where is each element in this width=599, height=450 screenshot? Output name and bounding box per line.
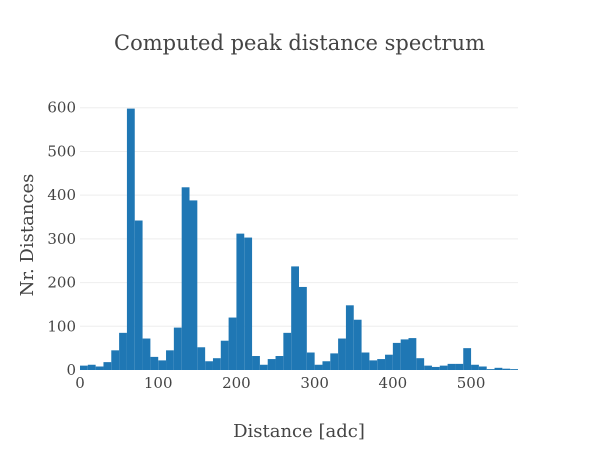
histogram-bar[interactable] (455, 363, 464, 370)
histogram-bar[interactable] (142, 338, 151, 370)
histogram-bar[interactable] (314, 364, 323, 370)
y-tick-labels: 0 100 200 300 400 500 600 (47, 99, 76, 379)
histogram-bar[interactable] (228, 317, 237, 370)
histogram-bar[interactable] (126, 108, 135, 371)
histogram-bar[interactable] (447, 363, 456, 370)
histogram-bar[interactable] (463, 348, 472, 370)
x-tick-label: 400 (379, 374, 408, 392)
histogram-bar[interactable] (416, 358, 425, 370)
histogram-bar[interactable] (424, 365, 432, 370)
x-tick-labels: 0 100 200 300 400 500 (75, 374, 485, 392)
histogram-bar[interactable] (220, 340, 229, 370)
histogram-bar[interactable] (330, 353, 339, 370)
histogram-bar[interactable] (150, 356, 159, 370)
histogram-bars (80, 108, 518, 371)
histogram-bar[interactable] (510, 369, 518, 370)
histogram-bar[interactable] (236, 233, 245, 370)
y-tick-label: 400 (47, 186, 76, 204)
histogram-bar[interactable] (400, 339, 409, 370)
histogram-bar[interactable] (494, 367, 503, 370)
histogram-bar[interactable] (385, 354, 393, 370)
histogram-bar[interactable] (322, 361, 331, 370)
x-tick-label: 200 (222, 374, 251, 392)
y-tick-label: 100 (47, 317, 76, 335)
histogram-bar[interactable] (361, 352, 370, 370)
histogram-bar[interactable] (353, 319, 362, 370)
histogram-bar[interactable] (134, 220, 143, 370)
histogram-bar[interactable] (408, 338, 417, 370)
histogram-bar[interactable] (212, 358, 221, 370)
histogram-bar[interactable] (299, 286, 307, 370)
histogram-bar[interactable] (431, 366, 440, 370)
histogram-bar[interactable] (103, 362, 112, 370)
histogram-bar[interactable] (369, 360, 378, 370)
gridlines (80, 107, 518, 327)
histogram-bar[interactable] (267, 359, 276, 370)
histogram-bar[interactable] (471, 364, 479, 370)
histogram-bar[interactable] (478, 366, 487, 370)
y-tick-label: 200 (47, 274, 76, 292)
histogram-bar[interactable] (166, 350, 174, 370)
histogram-bar[interactable] (87, 364, 96, 370)
histogram-bar[interactable] (95, 366, 104, 370)
chart-title: Computed peak distance spectrum (114, 31, 485, 55)
histogram-bar[interactable] (345, 305, 354, 370)
histogram-bar[interactable] (283, 332, 292, 370)
histogram-bar[interactable] (197, 347, 206, 370)
x-tick-label: 300 (300, 374, 329, 392)
histogram-bar[interactable] (392, 342, 401, 370)
x-tick-label: 0 (75, 374, 85, 392)
histogram-bar[interactable] (173, 327, 182, 370)
histogram-bar[interactable] (252, 356, 260, 370)
histogram-bar[interactable] (80, 365, 88, 370)
histogram-bar[interactable] (377, 359, 386, 370)
histogram-bar[interactable] (291, 266, 299, 370)
histogram-bar[interactable] (439, 365, 448, 370)
histogram-bar[interactable] (486, 369, 495, 370)
x-tick-label: 500 (457, 374, 486, 392)
y-tick-label: 500 (47, 142, 76, 160)
x-axis-label: Distance [adc] (233, 421, 365, 442)
histogram-bar[interactable] (119, 332, 127, 370)
histogram-bar[interactable] (502, 368, 511, 370)
histogram-bar[interactable] (181, 187, 190, 370)
histogram-bar[interactable] (275, 356, 284, 370)
histogram-bar[interactable] (244, 237, 253, 370)
x-tick-label: 100 (144, 374, 173, 392)
histogram-bar[interactable] (338, 338, 346, 370)
y-tick-label: 600 (47, 99, 76, 117)
histogram-bar[interactable] (158, 360, 167, 370)
histogram-bar[interactable] (205, 361, 213, 370)
histogram-bar[interactable] (259, 364, 268, 370)
y-tick-label: 300 (47, 230, 76, 248)
histogram-bar[interactable] (189, 200, 198, 370)
histogram-bar[interactable] (306, 352, 315, 370)
histogram-bar[interactable] (111, 350, 120, 370)
y-tick-label: 0 (66, 361, 76, 379)
y-axis-label: Nr. Distances (17, 174, 38, 297)
